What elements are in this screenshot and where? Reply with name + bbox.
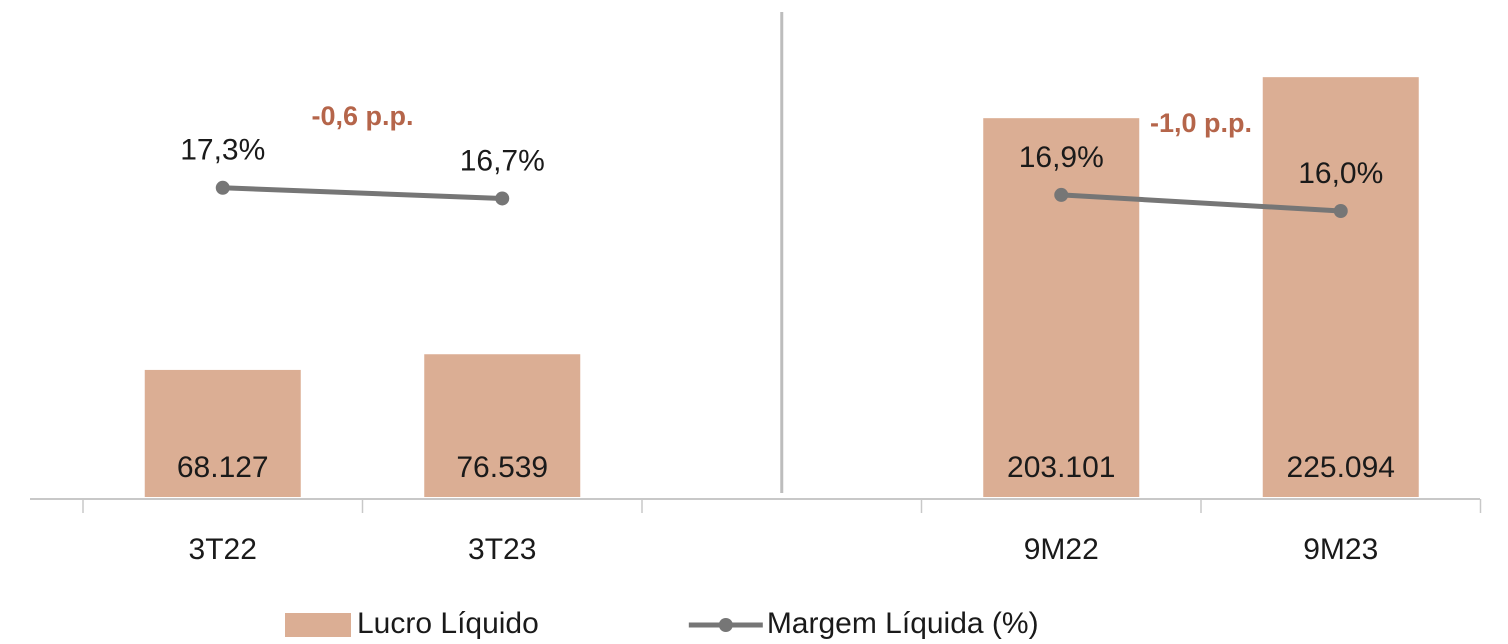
line-value-label: 16,7% xyxy=(460,144,545,177)
line-point xyxy=(1333,204,1348,218)
x-tick-label: 3T23 xyxy=(468,533,536,566)
legend-swatch xyxy=(285,613,351,637)
bar xyxy=(1262,77,1419,497)
x-tick-label: 3T22 xyxy=(189,533,257,566)
line-value-label: 17,3% xyxy=(180,134,265,167)
line-value-label: 16,0% xyxy=(1298,157,1383,190)
bar xyxy=(424,354,581,497)
bar xyxy=(144,369,301,497)
line-point xyxy=(215,180,230,195)
line-point xyxy=(495,191,510,206)
legend-swatch-point xyxy=(718,618,733,632)
bar-value-label: 203.101 xyxy=(1007,451,1115,484)
legend-label: Margem Líquida (%) xyxy=(767,607,1039,640)
x-tick-label: 9M23 xyxy=(1303,533,1378,566)
line xyxy=(222,185,1341,214)
bar-value-label: 68.127 xyxy=(177,451,269,484)
bar xyxy=(983,118,1140,497)
annotation: -1,0 p.p. xyxy=(1150,108,1252,138)
bar-value-label: 225.094 xyxy=(1287,451,1395,484)
bar-value-label: 76.539 xyxy=(456,451,548,484)
x-tick-label: 9M22 xyxy=(1024,533,1099,566)
line-point xyxy=(1054,187,1069,202)
line-value-label: 16,9% xyxy=(1019,141,1104,174)
legend-label: Lucro Líquido xyxy=(357,607,539,640)
annotation: -0,6 p.p. xyxy=(311,101,413,131)
